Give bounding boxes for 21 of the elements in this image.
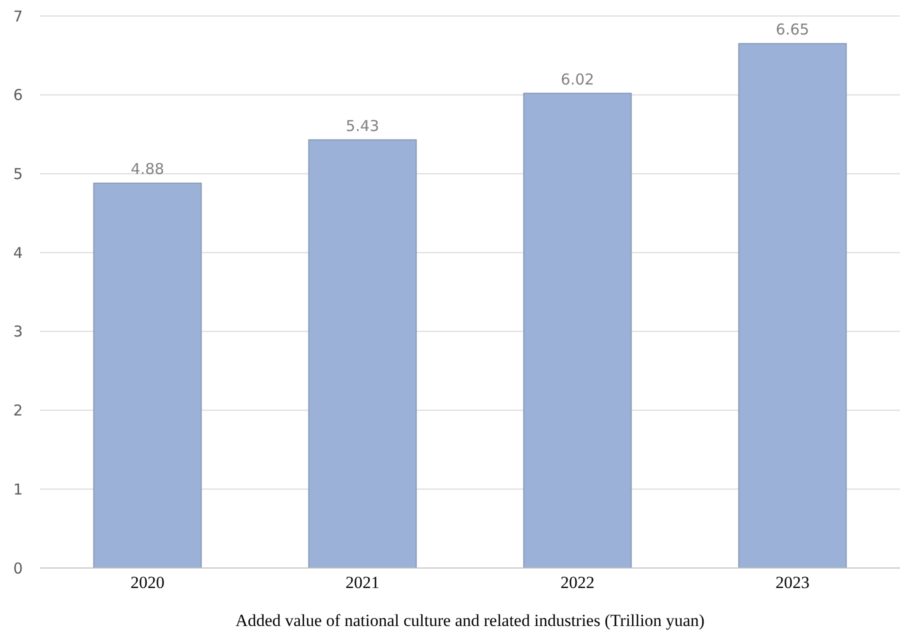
x-tick-label: 2020 (130, 573, 164, 592)
x-tick-label: 2023 (776, 573, 810, 592)
x-tick-label: 2021 (346, 573, 380, 592)
y-tick-label: 6 (13, 86, 23, 104)
data-label: 6.02 (560, 70, 594, 88)
data-label: 4.88 (130, 160, 164, 178)
y-tick-label: 7 (13, 7, 23, 26)
x-tick-label: 2022 (560, 573, 594, 592)
y-tick-label: 2 (13, 402, 23, 420)
y-tick-label: 4 (13, 244, 23, 262)
y-tick-label: 0 (13, 559, 23, 578)
data-label: 5.43 (346, 116, 380, 135)
data-label: 6.65 (776, 20, 810, 39)
bar (93, 182, 202, 568)
bar (738, 43, 847, 568)
y-tick-label: 5 (13, 164, 23, 183)
y-tick-label: 3 (13, 322, 23, 341)
y-tick-label: 1 (13, 480, 23, 498)
bar (523, 92, 632, 568)
bar (308, 139, 417, 568)
x-axis-title: Added value of national culture and related industries (Trillion yuan) (235, 611, 705, 630)
